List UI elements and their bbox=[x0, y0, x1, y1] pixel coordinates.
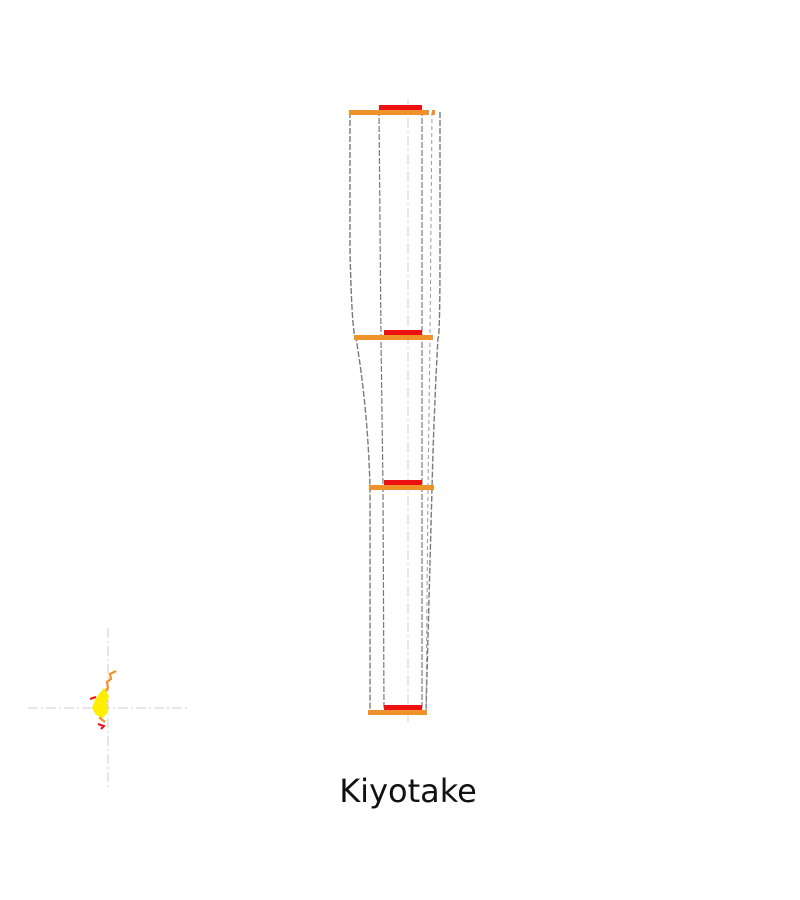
tower-inner-web-1 bbox=[378, 109, 385, 713]
plate-red-level-3 bbox=[384, 480, 422, 485]
plate-red-level-4 bbox=[384, 705, 422, 710]
diagram-caption: Kiyotake bbox=[339, 772, 477, 810]
plate-orange-level-4 bbox=[368, 710, 427, 715]
glyph-red-tick-top bbox=[89, 696, 97, 700]
plate-orange-level-1 bbox=[349, 110, 429, 115]
tower-outer-left-edge bbox=[349, 112, 371, 712]
glyph-red-tick-bottom bbox=[97, 723, 106, 730]
plate-orange-stub-level-1 bbox=[432, 110, 435, 115]
tower-inner-web-3 bbox=[425, 111, 433, 713]
plate-orange-level-2 bbox=[354, 335, 433, 340]
plate-red-level-2 bbox=[384, 330, 422, 335]
plate-red-level-1 bbox=[379, 105, 422, 110]
kiyotake-section-glyph bbox=[28, 628, 190, 790]
tower-outer-right-edge bbox=[425, 112, 441, 713]
glyph-yellow-fill bbox=[92, 688, 109, 718]
plate-orange-level-3 bbox=[369, 485, 434, 490]
